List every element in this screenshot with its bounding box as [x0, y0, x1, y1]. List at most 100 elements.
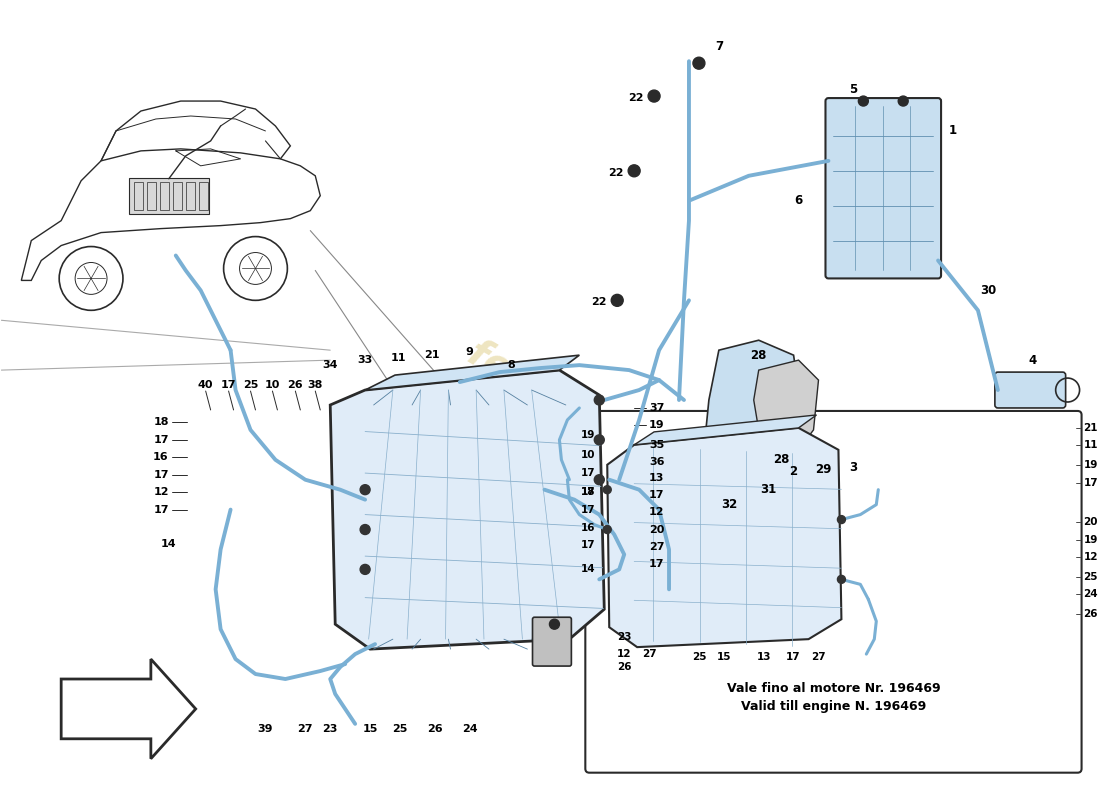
Text: 26: 26 — [1084, 610, 1098, 619]
Circle shape — [594, 395, 604, 405]
Bar — [160, 182, 168, 210]
Text: 37: 37 — [649, 403, 664, 413]
Text: 13: 13 — [649, 473, 664, 482]
Circle shape — [858, 96, 868, 106]
Bar — [186, 182, 195, 210]
Text: 11: 11 — [390, 353, 406, 363]
Bar — [129, 178, 209, 214]
Text: 15: 15 — [716, 652, 732, 662]
Text: 33: 33 — [358, 355, 373, 365]
Text: 25: 25 — [393, 724, 408, 734]
Text: 4: 4 — [1028, 354, 1037, 366]
Text: 2: 2 — [790, 466, 798, 478]
Text: 20: 20 — [1084, 517, 1098, 526]
Bar — [173, 182, 182, 210]
Polygon shape — [607, 428, 842, 647]
Text: 17: 17 — [581, 541, 595, 550]
Text: 18: 18 — [581, 486, 595, 497]
Text: 29: 29 — [815, 463, 832, 476]
Circle shape — [594, 474, 604, 485]
Text: 15: 15 — [362, 724, 377, 734]
Text: 1: 1 — [949, 125, 957, 138]
Text: 25: 25 — [243, 380, 258, 390]
Circle shape — [360, 485, 370, 494]
Text: 11: 11 — [1084, 440, 1098, 450]
Text: 6: 6 — [794, 194, 803, 207]
Circle shape — [899, 96, 909, 106]
Text: 24: 24 — [1084, 590, 1098, 599]
Text: 8: 8 — [508, 360, 516, 370]
Circle shape — [628, 165, 640, 177]
Polygon shape — [365, 355, 580, 390]
FancyBboxPatch shape — [585, 411, 1081, 773]
Text: 20: 20 — [649, 525, 664, 534]
Text: 13: 13 — [757, 652, 771, 662]
Text: 16: 16 — [153, 452, 168, 462]
Text: 10: 10 — [265, 380, 280, 390]
Text: 12: 12 — [1084, 553, 1098, 562]
Text: 27: 27 — [298, 724, 314, 734]
FancyBboxPatch shape — [994, 372, 1066, 408]
Text: 26: 26 — [427, 724, 442, 734]
Text: 24: 24 — [462, 724, 477, 734]
Text: Vale fino al motore Nr. 196469: Vale fino al motore Nr. 196469 — [727, 682, 940, 695]
Text: 14: 14 — [161, 539, 177, 550]
Polygon shape — [754, 360, 818, 455]
Text: 17: 17 — [153, 470, 168, 480]
Text: 10: 10 — [581, 450, 595, 460]
Text: 17: 17 — [581, 486, 595, 497]
FancyBboxPatch shape — [825, 98, 942, 278]
Text: 3: 3 — [849, 462, 857, 474]
Text: 17: 17 — [1084, 478, 1098, 488]
Text: 18: 18 — [153, 417, 168, 427]
Bar — [147, 182, 156, 210]
Text: 35: 35 — [649, 440, 664, 450]
Text: 28: 28 — [750, 349, 767, 362]
Text: 12: 12 — [649, 506, 664, 517]
Text: 19: 19 — [1084, 460, 1098, 470]
Text: 21: 21 — [425, 350, 440, 360]
Text: 22: 22 — [628, 93, 643, 103]
Text: 17: 17 — [153, 505, 168, 514]
Text: 17: 17 — [221, 380, 236, 390]
Text: 17: 17 — [786, 652, 801, 662]
Text: 9: 9 — [465, 347, 474, 357]
Text: 17: 17 — [581, 505, 595, 514]
Text: 26: 26 — [287, 380, 304, 390]
Circle shape — [603, 486, 612, 494]
Text: 16: 16 — [581, 522, 595, 533]
Text: 12: 12 — [153, 486, 168, 497]
Text: 36: 36 — [649, 457, 664, 466]
Text: 27: 27 — [649, 542, 664, 553]
Text: 38: 38 — [308, 380, 323, 390]
Text: 17: 17 — [581, 468, 595, 478]
Polygon shape — [62, 659, 196, 758]
Text: 17: 17 — [649, 559, 664, 570]
Text: 27: 27 — [641, 649, 657, 659]
Circle shape — [550, 619, 560, 629]
Text: 31: 31 — [760, 483, 777, 496]
FancyBboxPatch shape — [532, 618, 571, 666]
Circle shape — [648, 90, 660, 102]
Text: 23: 23 — [617, 632, 631, 642]
Circle shape — [603, 526, 612, 534]
Text: 14: 14 — [581, 565, 595, 574]
Text: 40: 40 — [198, 380, 213, 390]
Text: 27: 27 — [811, 652, 826, 662]
Text: 12: 12 — [617, 649, 631, 659]
Text: 17: 17 — [153, 435, 168, 445]
Text: 22: 22 — [608, 168, 624, 178]
Polygon shape — [704, 340, 799, 490]
Text: 25: 25 — [692, 652, 706, 662]
Bar — [134, 182, 143, 210]
Text: 39: 39 — [257, 724, 273, 734]
Polygon shape — [330, 370, 604, 649]
Circle shape — [693, 58, 705, 69]
Text: 19: 19 — [1084, 534, 1098, 545]
Text: 21: 21 — [1084, 423, 1098, 433]
Text: 17: 17 — [649, 490, 664, 500]
Circle shape — [837, 515, 846, 523]
Text: 25: 25 — [1084, 572, 1098, 582]
Text: 19: 19 — [649, 420, 664, 430]
Circle shape — [837, 575, 846, 583]
